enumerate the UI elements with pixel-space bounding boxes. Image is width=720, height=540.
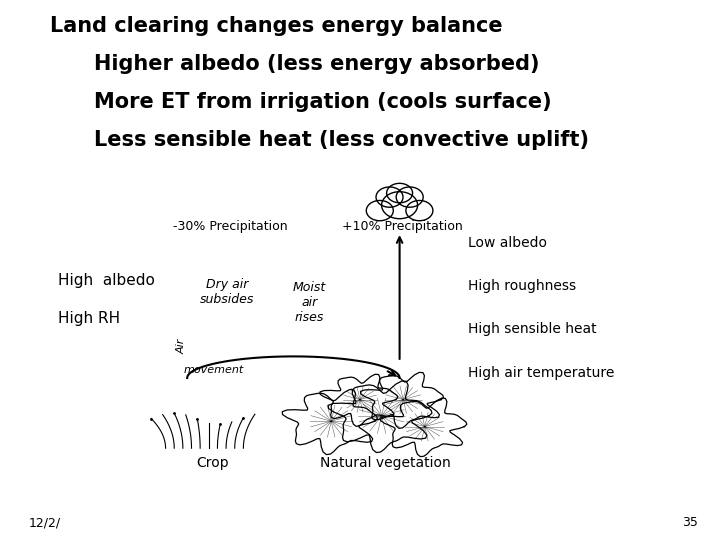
Text: Dry air
subsides: Dry air subsides (199, 278, 254, 306)
Text: Higher albedo (less energy absorbed): Higher albedo (less energy absorbed) (94, 54, 539, 74)
Text: +10% Precipitation: +10% Precipitation (342, 220, 463, 233)
Text: Air: Air (176, 339, 186, 354)
Text: Land clearing changes energy balance: Land clearing changes energy balance (50, 16, 503, 36)
Text: High roughness: High roughness (468, 279, 576, 293)
Text: 35: 35 (683, 516, 698, 529)
Text: -30% Precipitation: -30% Precipitation (173, 220, 287, 233)
Text: High  albedo: High albedo (58, 273, 155, 288)
Text: High air temperature: High air temperature (468, 366, 614, 380)
Text: Natural vegetation: Natural vegetation (320, 456, 451, 470)
Text: movement: movement (184, 365, 244, 375)
Text: High sensible heat: High sensible heat (468, 322, 597, 336)
Text: 12/2/: 12/2/ (29, 516, 61, 529)
Text: High RH: High RH (58, 311, 120, 326)
Text: More ET from irrigation (cools surface): More ET from irrigation (cools surface) (94, 92, 552, 112)
Text: Crop: Crop (196, 456, 229, 470)
Text: Low albedo: Low albedo (468, 236, 547, 250)
Text: Less sensible heat (less convective uplift): Less sensible heat (less convective upli… (94, 130, 589, 150)
Text: Moist
air
rises: Moist air rises (293, 281, 326, 324)
